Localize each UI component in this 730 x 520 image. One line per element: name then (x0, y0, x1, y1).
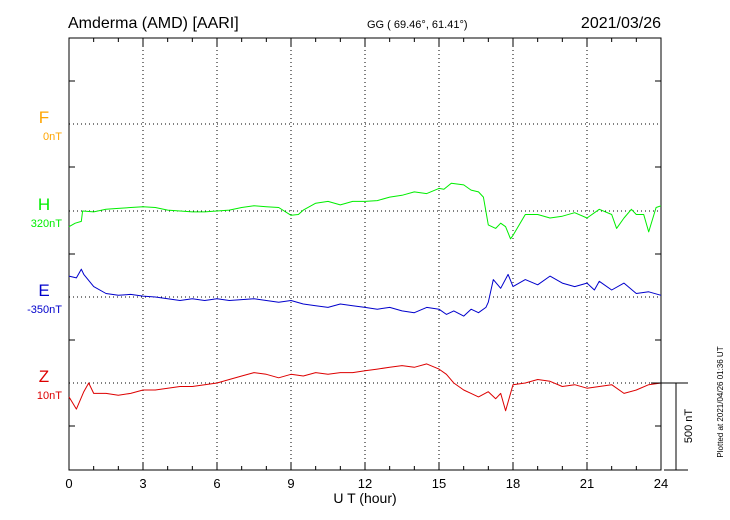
coordinates-label: GG ( 69.46°, 61.41°) (367, 19, 468, 31)
series-name-z: Z (39, 367, 49, 386)
scale-bar-label: 500 nT (683, 409, 695, 444)
x-tick-label: 6 (213, 476, 220, 491)
x-tick-label: 9 (287, 476, 294, 491)
series-labels: F 0nT H 320nT E -350nT Z 10nT (27, 108, 62, 402)
series-lines (68, 182, 662, 412)
series-baseline-e: -350nT (27, 304, 62, 316)
series-name-e: E (38, 281, 49, 300)
x-axis-ticks (68, 38, 662, 470)
x-axis-tick-labels: 0 3 6 9 12 15 18 21 24 (65, 476, 668, 491)
series-baseline-z: 10nT (37, 390, 62, 402)
series-line-h (68, 182, 662, 240)
date-label: 2021/03/26 (581, 15, 661, 32)
x-tick-label: 21 (580, 476, 594, 491)
station-title: Amderma (AMD) [AARI] (68, 15, 239, 32)
x-tick-label: 0 (65, 476, 72, 491)
x-tick-label: 12 (358, 476, 372, 491)
series-line-e (68, 268, 662, 317)
x-tick-label: 15 (432, 476, 446, 491)
x-axis-label: U T (hour) (333, 490, 396, 506)
series-baseline-h: 320nT (31, 218, 62, 230)
plotted-timestamp: Plotted at 2021/04/26 01:36 UT (716, 346, 725, 457)
series-name-f: F (39, 108, 49, 127)
series-name-h: H (38, 195, 50, 214)
series-line-z (68, 363, 662, 412)
series-baseline-f: 0nT (43, 131, 62, 143)
x-tick-label: 18 (506, 476, 520, 491)
x-tick-label: 3 (139, 476, 146, 491)
x-tick-label: 24 (654, 476, 668, 491)
grid (69, 38, 661, 470)
